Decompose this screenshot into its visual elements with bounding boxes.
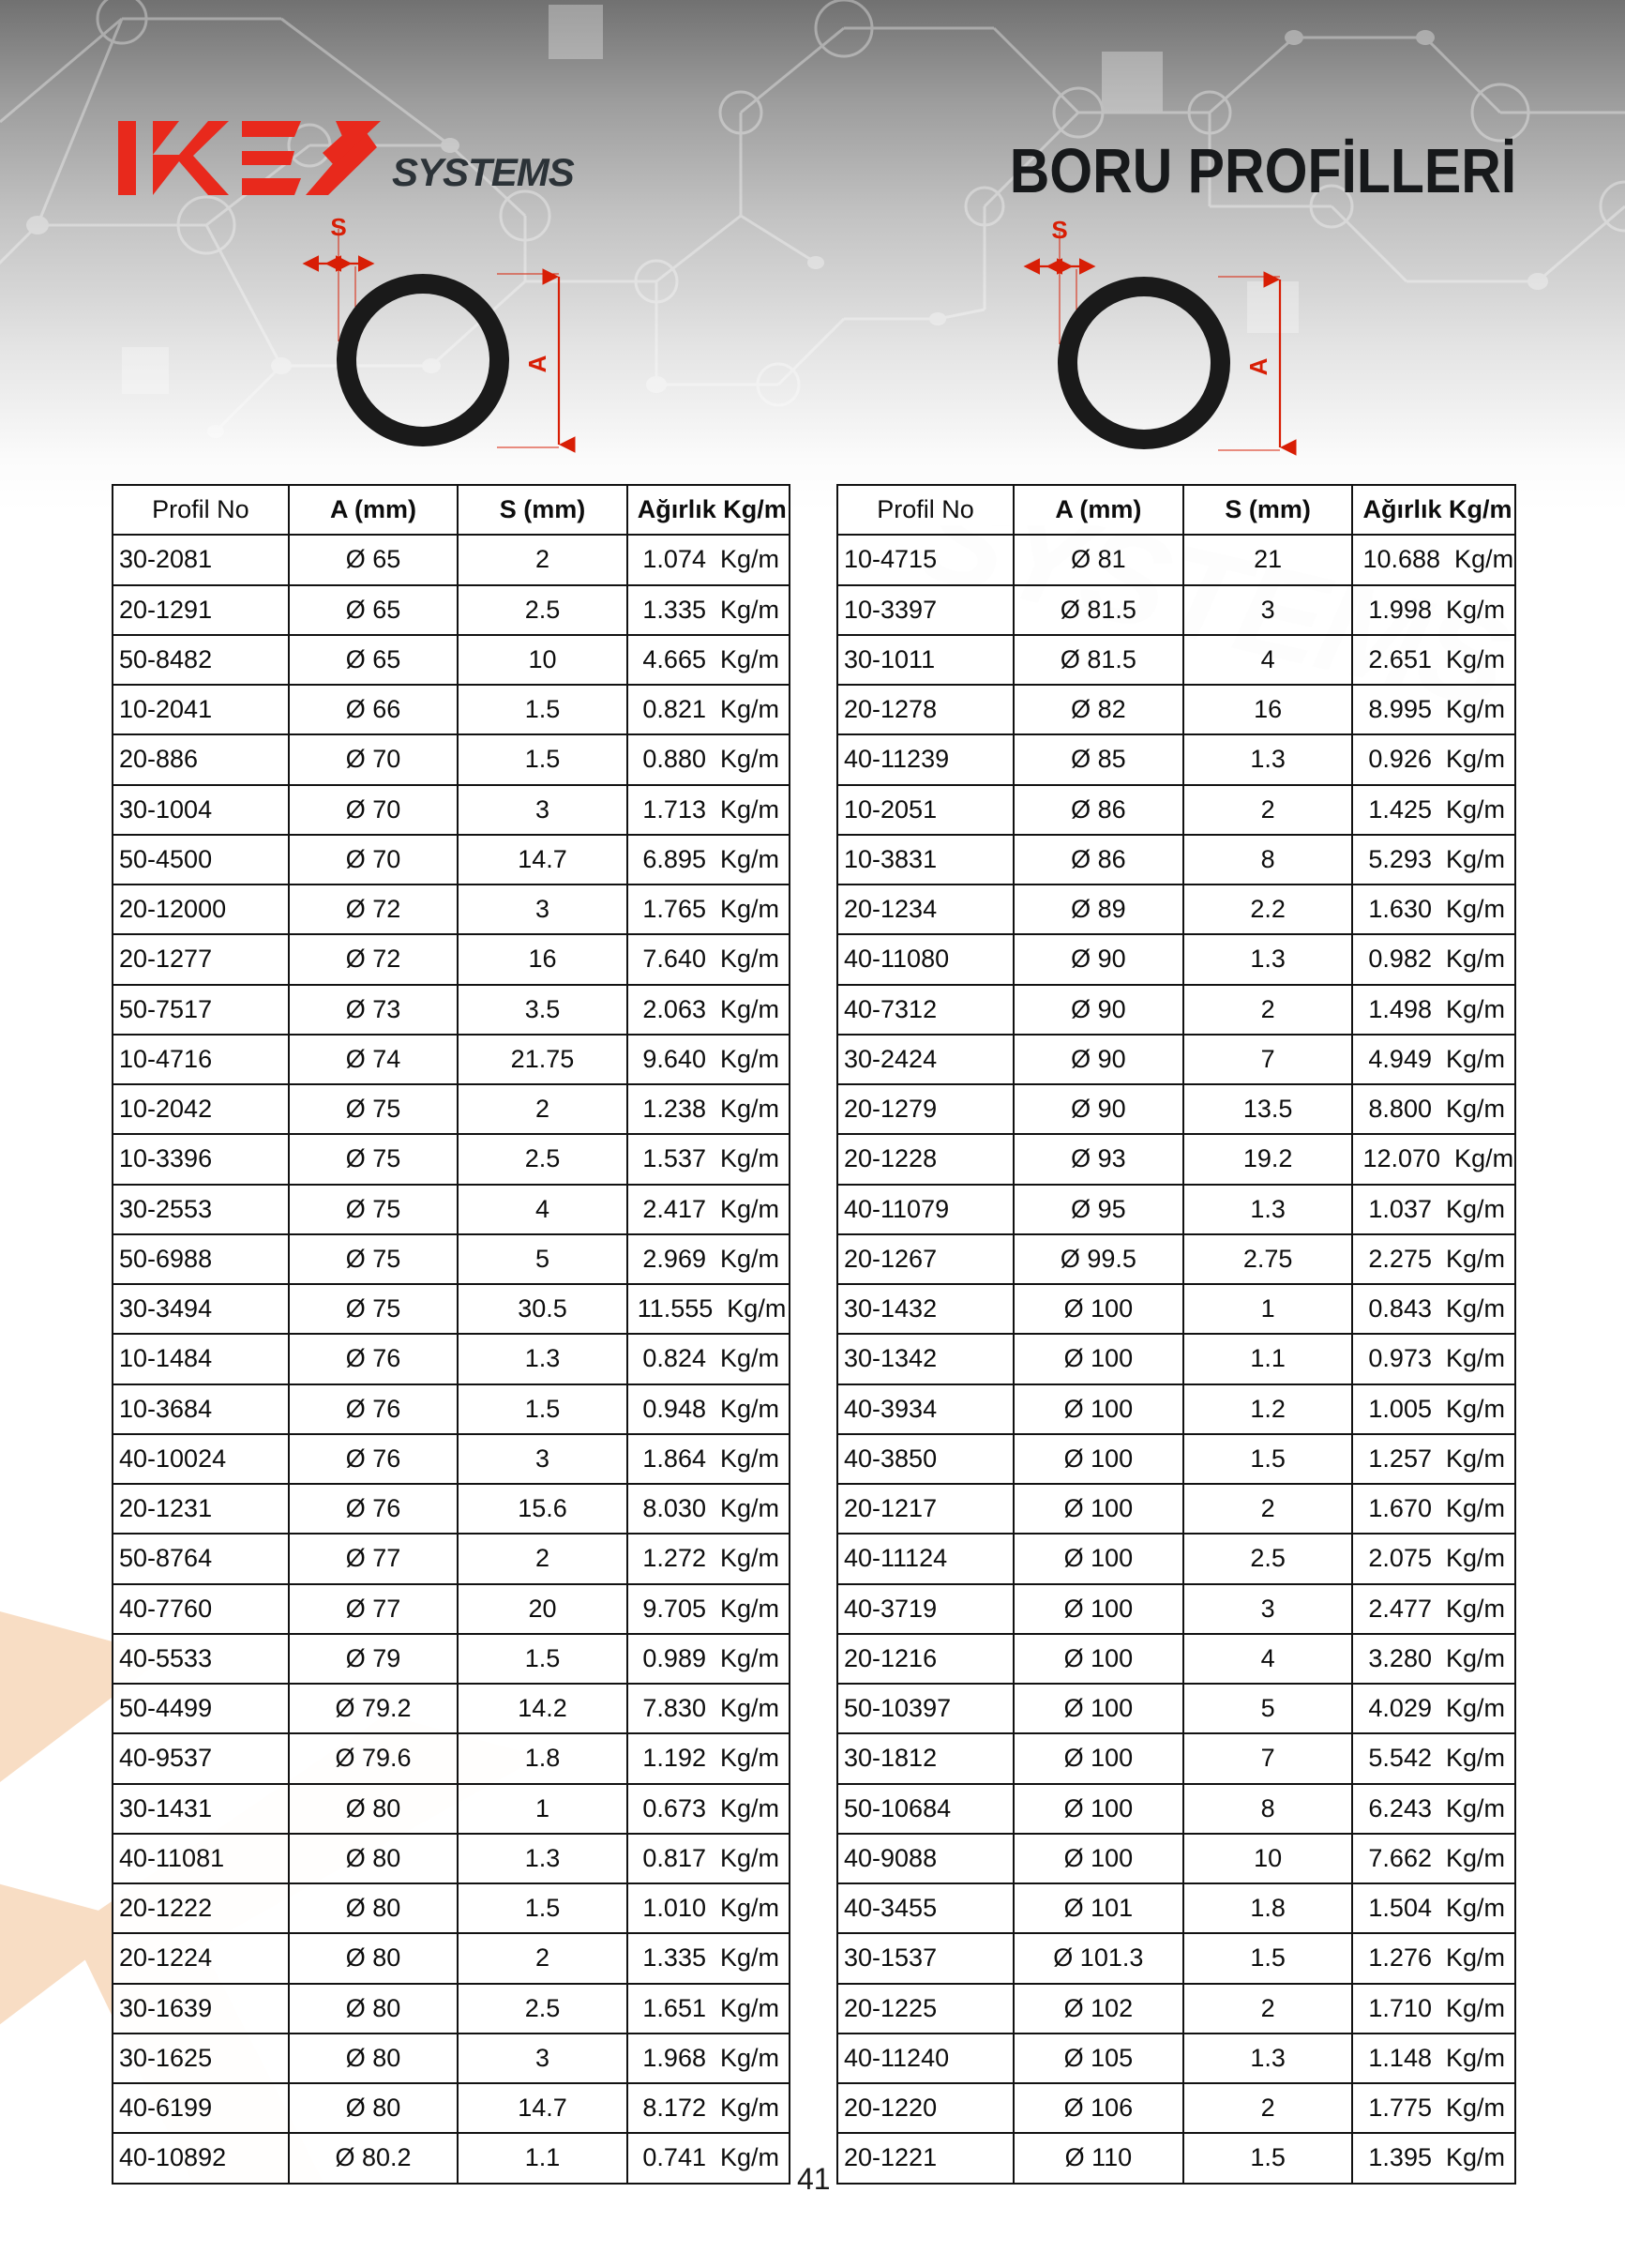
- svg-text:SYSTEMS: SYSTEMS: [392, 150, 575, 194]
- svg-text:S: S: [330, 216, 346, 241]
- svg-text:S: S: [1051, 219, 1067, 244]
- svg-text:A: A: [523, 355, 551, 372]
- svg-text:A: A: [1244, 357, 1272, 375]
